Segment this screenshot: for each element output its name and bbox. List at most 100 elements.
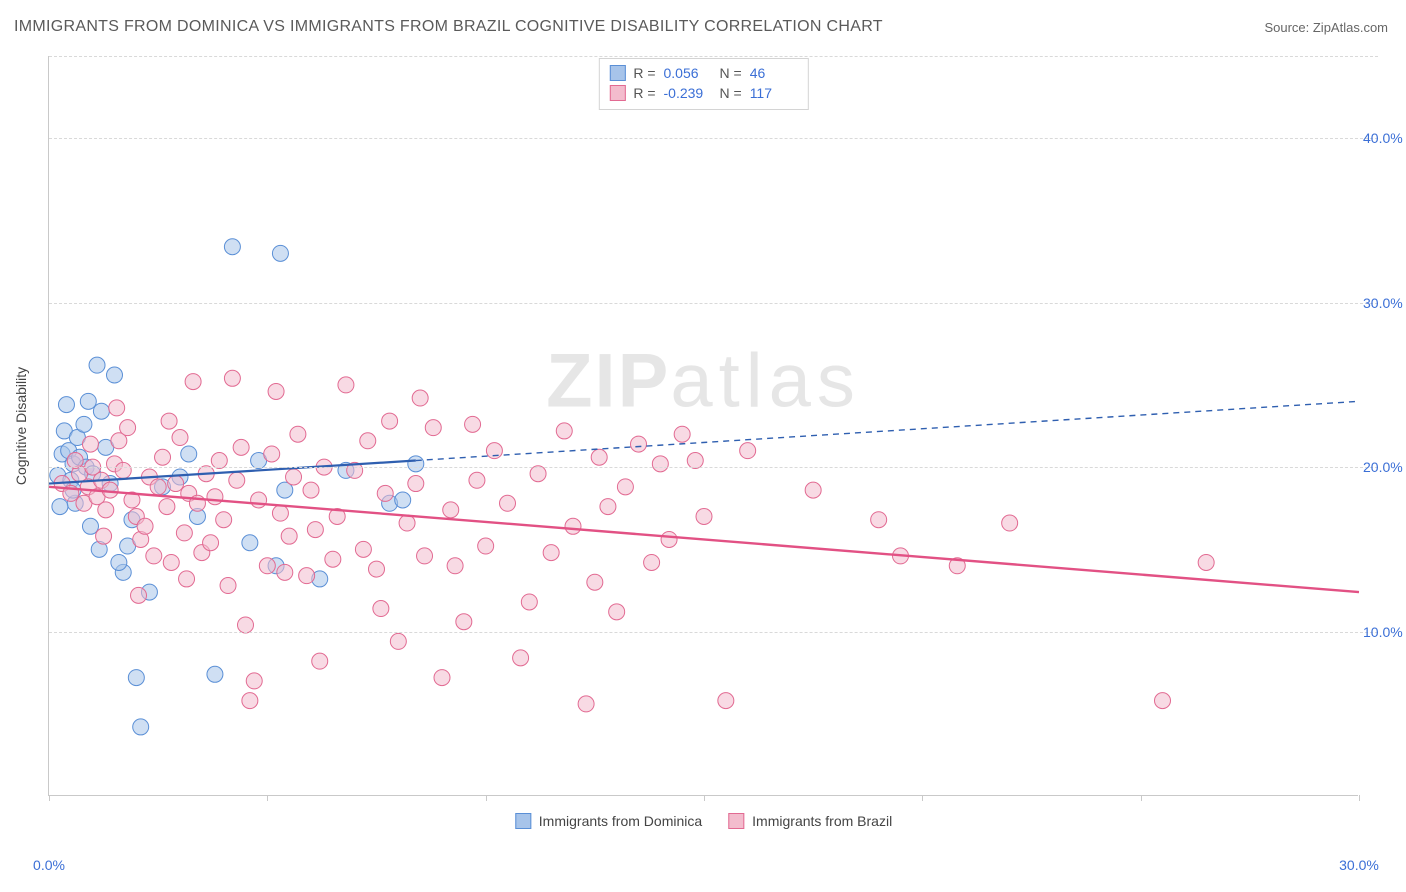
data-point [133,719,149,735]
x-tick [49,795,50,801]
data-point [740,443,756,459]
data-point [369,561,385,577]
data-point [1155,693,1171,709]
data-point [373,601,389,617]
gridline [49,467,1378,468]
legend-swatch-icon [728,813,744,829]
data-point [408,456,424,472]
scatter-plot [49,56,1358,795]
x-tick [486,795,487,801]
data-point [299,568,315,584]
data-point [268,383,284,399]
x-tick [1141,795,1142,801]
data-point [96,528,112,544]
data-point [185,374,201,390]
data-point [661,531,677,547]
data-point [242,693,258,709]
x-tick-label: 30.0% [1339,857,1379,873]
data-point [272,505,288,521]
data-point [277,564,293,580]
data-point [80,393,96,409]
data-point [1002,515,1018,531]
data-point [465,416,481,432]
data-point [696,508,712,524]
data-point [220,578,236,594]
data-point [478,538,494,554]
data-point [390,633,406,649]
gridline [49,632,1378,633]
data-point [246,673,262,689]
data-point [259,558,275,574]
data-point [377,485,393,501]
data-point [286,469,302,485]
data-point [207,489,223,505]
x-tick [922,795,923,801]
data-point [447,558,463,574]
legend-item: Immigrants from Brazil [728,813,892,829]
gridline [49,56,1378,57]
data-point [251,492,267,508]
data-point [159,499,175,515]
data-point [76,416,92,432]
source-label: Source: ZipAtlas.com [1264,20,1388,35]
data-point [591,449,607,465]
data-point [128,670,144,686]
data-point [871,512,887,528]
data-point [264,446,280,462]
data-point [58,397,74,413]
data-point [652,456,668,472]
data-point [233,439,249,455]
data-point [456,614,472,630]
gridline [49,303,1378,304]
data-point [417,548,433,564]
data-point [556,423,572,439]
data-point [587,574,603,590]
data-point [82,518,98,534]
data-point [408,476,424,492]
legend-item: Immigrants from Dominica [515,813,702,829]
data-point [513,650,529,666]
data-point [412,390,428,406]
data-point [500,495,516,511]
data-point [242,535,258,551]
legend-swatch-icon [515,813,531,829]
data-point [674,426,690,442]
data-point [382,413,398,429]
data-point [131,587,147,603]
data-point [521,594,537,610]
data-point [434,670,450,686]
data-point [155,449,171,465]
data-point [163,554,179,570]
data-point [617,479,633,495]
data-point [578,696,594,712]
data-point [207,666,223,682]
data-point [281,528,297,544]
x-tick [267,795,268,801]
data-point [399,515,415,531]
data-point [1198,554,1214,570]
x-tick-label: 0.0% [33,857,65,873]
data-point [82,436,98,452]
data-point [115,462,131,478]
data-point [631,436,647,452]
gridline [49,138,1378,139]
chart-area: Cognitive Disability ZIPatlas R = 0.056 … [48,56,1358,796]
data-point [137,518,153,534]
data-point [272,245,288,261]
data-point [89,357,105,373]
data-point [203,535,219,551]
legend-label: Immigrants from Dominica [539,813,702,829]
data-point [565,518,581,534]
x-tick [704,795,705,801]
y-axis-label: Cognitive Disability [13,366,29,484]
data-point [360,433,376,449]
chart-title: IMMIGRANTS FROM DOMINICA VS IMMIGRANTS F… [14,18,883,36]
data-point [290,426,306,442]
data-point [338,377,354,393]
data-point [150,479,166,495]
data-point [307,522,323,538]
data-point [52,499,68,515]
x-tick [1359,795,1360,801]
data-point [120,420,136,436]
legend-label: Immigrants from Brazil [752,813,892,829]
